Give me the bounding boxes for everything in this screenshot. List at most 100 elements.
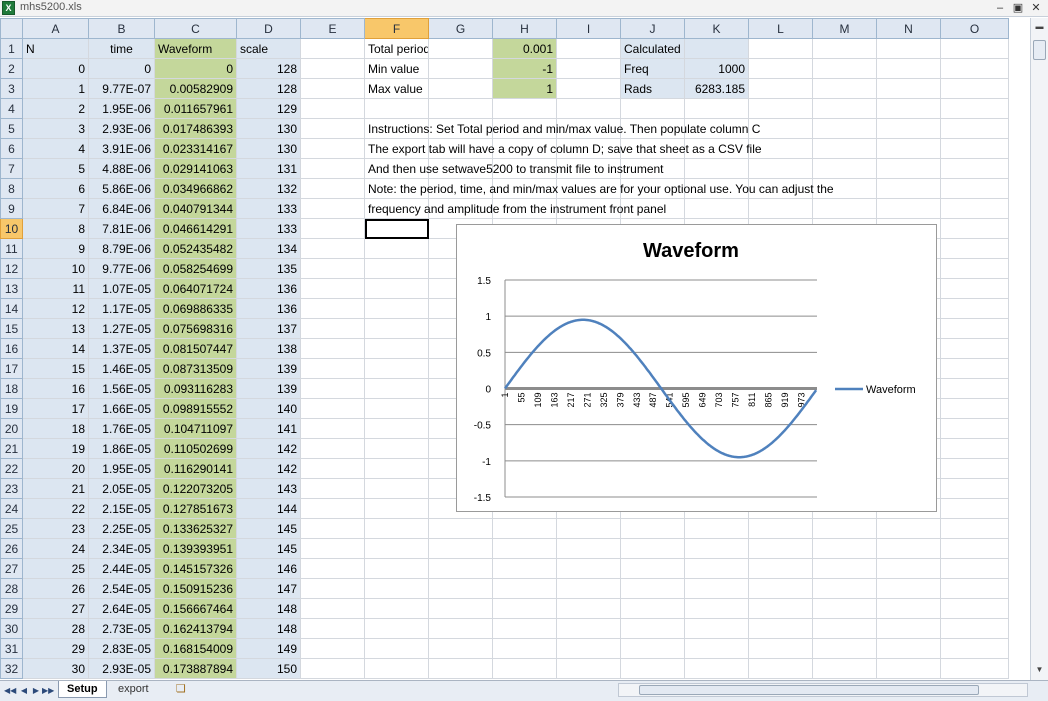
cell[interactable]: 0.029141063 — [155, 159, 237, 179]
cell[interactable] — [877, 79, 941, 99]
cell[interactable] — [941, 419, 1009, 439]
column-header[interactable]: F — [365, 19, 429, 39]
cell[interactable]: 1.95E-06 — [89, 99, 155, 119]
cell[interactable]: Freq — [621, 59, 685, 79]
cell[interactable]: 30 — [23, 659, 89, 679]
cell[interactable]: 1.27E-05 — [89, 319, 155, 339]
cell[interactable] — [301, 259, 365, 279]
column-header[interactable]: I — [557, 19, 621, 39]
cell[interactable]: 2.93E-06 — [89, 119, 155, 139]
tab-export[interactable]: export — [110, 681, 157, 698]
cell[interactable]: 25 — [23, 559, 89, 579]
cell[interactable]: 146 — [237, 559, 301, 579]
cell[interactable] — [941, 159, 1009, 179]
cell[interactable]: 0.116290141 — [155, 459, 237, 479]
cell[interactable]: 137 — [237, 319, 301, 339]
cell[interactable] — [749, 159, 813, 179]
cell[interactable] — [493, 619, 557, 639]
cell[interactable] — [301, 179, 365, 199]
vertical-scroll-thumb[interactable] — [1033, 40, 1046, 60]
cell[interactable] — [749, 39, 813, 59]
cell[interactable]: 0.162413794 — [155, 619, 237, 639]
cell[interactable] — [941, 439, 1009, 459]
cell[interactable]: 0.145157326 — [155, 559, 237, 579]
cell[interactable]: 1.66E-05 — [89, 399, 155, 419]
row-header[interactable]: 28 — [1, 579, 23, 599]
cell[interactable] — [365, 479, 429, 499]
cell[interactable] — [365, 579, 429, 599]
cell[interactable]: 0 — [155, 59, 237, 79]
cell[interactable] — [749, 59, 813, 79]
cell[interactable]: 145 — [237, 539, 301, 559]
row-header[interactable]: 30 — [1, 619, 23, 639]
cell[interactable] — [941, 119, 1009, 139]
cell[interactable] — [557, 79, 621, 99]
cell[interactable] — [813, 639, 877, 659]
cell[interactable] — [685, 659, 749, 679]
cell[interactable]: 8 — [23, 219, 89, 239]
cell[interactable]: 0.058254699 — [155, 259, 237, 279]
cell[interactable] — [685, 559, 749, 579]
cell[interactable]: 5.86E-06 — [89, 179, 155, 199]
row-header[interactable]: 5 — [1, 119, 23, 139]
row-header[interactable]: 7 — [1, 159, 23, 179]
cell[interactable] — [365, 659, 429, 679]
cell[interactable]: 26 — [23, 579, 89, 599]
cell[interactable] — [813, 59, 877, 79]
cell[interactable] — [941, 379, 1009, 399]
cell[interactable] — [365, 599, 429, 619]
cell[interactable] — [301, 99, 365, 119]
cell[interactable]: 27 — [23, 599, 89, 619]
cell[interactable]: 5 — [23, 159, 89, 179]
cell[interactable]: 0.064071724 — [155, 279, 237, 299]
cell[interactable] — [877, 579, 941, 599]
cell[interactable]: 15 — [23, 359, 89, 379]
cell[interactable] — [941, 619, 1009, 639]
row-header[interactable]: 19 — [1, 399, 23, 419]
cell[interactable]: 6283.185 — [685, 79, 749, 99]
cell[interactable]: 24 — [23, 539, 89, 559]
cell[interactable] — [557, 519, 621, 539]
row-header[interactable]: 25 — [1, 519, 23, 539]
cell[interactable] — [365, 559, 429, 579]
cell[interactable]: 6.84E-06 — [89, 199, 155, 219]
cell[interactable]: 2.73E-05 — [89, 619, 155, 639]
cell[interactable]: 3.91E-06 — [89, 139, 155, 159]
cell[interactable]: Calculated — [621, 39, 685, 59]
cell[interactable]: 129 — [237, 99, 301, 119]
cell[interactable]: 28 — [23, 619, 89, 639]
row-header[interactable]: 29 — [1, 599, 23, 619]
cell[interactable] — [557, 659, 621, 679]
cell[interactable]: 2.05E-05 — [89, 479, 155, 499]
cell[interactable] — [877, 639, 941, 659]
cell[interactable]: 145 — [237, 519, 301, 539]
cell[interactable]: 148 — [237, 619, 301, 639]
cell[interactable]: scale — [237, 39, 301, 59]
cell[interactable] — [365, 99, 429, 119]
cell[interactable] — [877, 139, 941, 159]
column-header[interactable]: D — [237, 19, 301, 39]
cell[interactable]: 133 — [237, 219, 301, 239]
row-header[interactable]: 31 — [1, 639, 23, 659]
cell[interactable] — [749, 619, 813, 639]
cell[interactable] — [749, 519, 813, 539]
cell[interactable]: 9.77E-06 — [89, 259, 155, 279]
cell[interactable] — [365, 519, 429, 539]
cell[interactable]: frequency and amplitude from the instrum… — [365, 199, 429, 219]
cell[interactable]: 2.64E-05 — [89, 599, 155, 619]
cell[interactable] — [941, 99, 1009, 119]
cell[interactable] — [621, 579, 685, 599]
row-header[interactable]: 16 — [1, 339, 23, 359]
row-header[interactable]: 3 — [1, 79, 23, 99]
row-header[interactable]: 12 — [1, 259, 23, 279]
cell[interactable]: 0.168154009 — [155, 639, 237, 659]
cell[interactable]: -1 — [493, 59, 557, 79]
cell[interactable] — [813, 619, 877, 639]
column-header[interactable]: K — [685, 19, 749, 39]
cell[interactable]: 128 — [237, 59, 301, 79]
cell[interactable] — [941, 239, 1009, 259]
cell[interactable]: 1.56E-05 — [89, 379, 155, 399]
cell[interactable] — [301, 119, 365, 139]
cell[interactable] — [557, 619, 621, 639]
